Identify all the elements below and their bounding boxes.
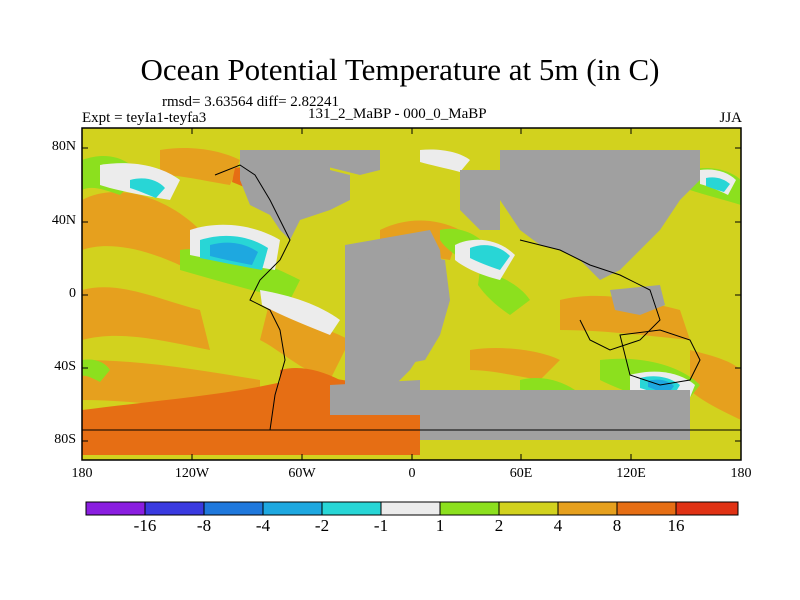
experiment-label: Expt = teyIa1-teyfa3	[82, 110, 207, 126]
colorbar-label: -4	[255, 516, 271, 535]
colorbar-label: 1	[435, 516, 445, 535]
y-tick-label: 40S	[54, 359, 76, 374]
y-tick-label: 80S	[54, 432, 76, 447]
colorbar-label: -8	[196, 516, 212, 535]
land-antarctica	[420, 390, 690, 440]
colorbar-box-5	[321, 501, 382, 516]
colorbar-label: -1	[373, 516, 389, 535]
map-title: Ocean Potential Temperature at 5m (in C)	[140, 52, 660, 87]
land-north-block	[460, 170, 500, 230]
x-tick-label: 180	[71, 466, 93, 481]
colorbar-box-7	[439, 501, 500, 516]
colorbar-box-4	[262, 501, 323, 516]
x-tick-label: 180	[730, 466, 752, 481]
colorbar-label: 4	[553, 516, 563, 535]
colorbar-box-3	[203, 501, 264, 516]
season-label: JJA	[719, 110, 742, 126]
colorbar-label: 8	[612, 516, 622, 535]
y-tick-label: 40N	[51, 213, 76, 228]
period-label: 131_2_MaBP - 000_0_MaBP	[308, 106, 487, 122]
colorbar-label: 16	[667, 516, 685, 535]
colorbar-label: -2	[314, 516, 330, 535]
colorbar-box-6	[380, 501, 441, 516]
colorbar-box-2	[144, 501, 205, 516]
axis-ticks	[82, 128, 741, 460]
colorbar-box-1	[85, 501, 146, 516]
x-tick-label: 120W	[174, 466, 210, 481]
rmsd-diff-stats: rmsd= 3.63564 diff= 2.82241	[162, 94, 340, 110]
x-tick-label: 0	[408, 466, 416, 481]
land-antarctica-west	[330, 380, 420, 415]
colorbar-box-9	[557, 501, 618, 516]
land-greenland	[300, 150, 380, 175]
coastlines	[82, 164, 741, 431]
colorbar-box-11	[675, 501, 739, 516]
colorbar-label: 2	[494, 516, 504, 535]
y-tick-label: 80N	[51, 139, 76, 154]
colorbar-label: -16	[133, 516, 157, 535]
x-tick-label: 60E	[509, 466, 533, 481]
x-tick-label: 120E	[616, 466, 646, 481]
land-africa	[370, 255, 450, 365]
colorbar-box-8	[498, 501, 559, 516]
colorbar-box-10	[616, 501, 677, 516]
cool-anomaly-regions	[130, 177, 730, 398]
land-north-america	[240, 150, 350, 240]
y-tick-label: 0	[69, 286, 76, 301]
colorbar	[85, 501, 739, 516]
x-tick-label: 60W	[288, 466, 316, 481]
